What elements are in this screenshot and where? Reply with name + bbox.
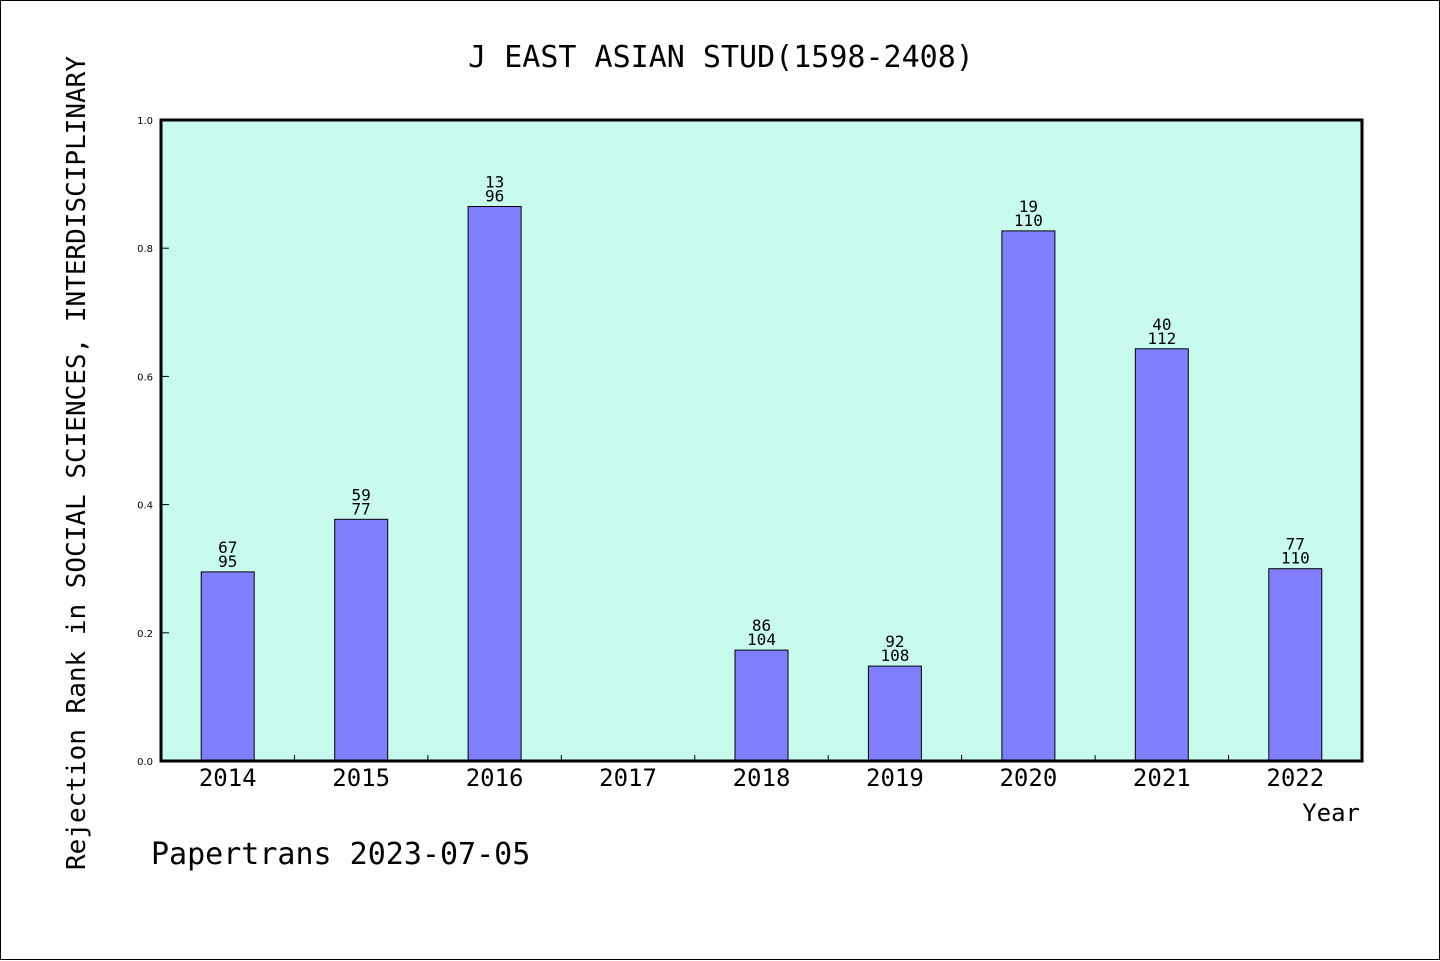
bar-2020 xyxy=(1001,230,1056,762)
bar-2016 xyxy=(467,206,522,762)
bar-total-label: 95 xyxy=(218,552,237,571)
plot-border xyxy=(159,118,1364,763)
bar-group xyxy=(200,206,1323,762)
bar-rank-label: 19 xyxy=(1019,197,1038,216)
bar-total-label: 110 xyxy=(1014,211,1043,230)
y-tick-label: 0.2 xyxy=(137,629,153,640)
bar-rank-label: 40 xyxy=(1152,315,1171,334)
bar-2022 xyxy=(1268,568,1323,762)
x-tick-label: 2014 xyxy=(199,764,257,792)
footer-text: Papertrans 2023-07-05 xyxy=(151,837,530,872)
bar-total-label: 110 xyxy=(1281,549,1310,568)
y-tick-label: 1.0 xyxy=(137,116,153,127)
y-tick-label: 0.6 xyxy=(137,372,153,383)
bar-total-label: 96 xyxy=(485,187,504,206)
x-axis-label: Year xyxy=(1302,799,1360,827)
bar-rank-label: 77 xyxy=(1286,535,1305,554)
y-axis: 0.0 0.2 0.4 0.6 0.8 1.0 xyxy=(137,116,169,768)
x-tick-label: 2018 xyxy=(733,764,791,792)
bar-2019 xyxy=(867,665,922,762)
x-tick-label: 2017 xyxy=(599,764,657,792)
x-tick-label: 2015 xyxy=(332,764,390,792)
y-tick-label: 0.4 xyxy=(137,501,153,512)
bar-2021 xyxy=(1134,348,1189,762)
bar-total-label: 104 xyxy=(747,630,776,649)
x-tick-label: 2022 xyxy=(1266,764,1324,792)
bar-2018 xyxy=(734,649,789,762)
bar-rank-label: 13 xyxy=(485,173,504,192)
bar-total-label: 112 xyxy=(1147,329,1176,348)
x-tick-label: 2021 xyxy=(1133,764,1191,792)
x-tick-label: 2016 xyxy=(466,764,524,792)
bar-rank-label: 67 xyxy=(218,538,237,557)
bar-rank-label: 92 xyxy=(885,632,904,651)
y-tick-label: 0.8 xyxy=(137,244,153,255)
chart-title: J EAST ASIAN STUD(1598-2408) xyxy=(468,40,974,75)
bar-2015 xyxy=(334,518,389,762)
bar-total-label: 77 xyxy=(352,499,371,518)
x-axis: 2014 2015 2016 2017 2018 2019 2020 2021 2022 xyxy=(199,755,1324,792)
y-tick-label: 0.0 xyxy=(137,757,153,768)
bar-rank-label: 86 xyxy=(752,616,771,635)
bar-2014 xyxy=(200,571,255,762)
y-axis-label: Rejection Rank in SOCIAL SCIENCES, INTER… xyxy=(62,56,92,870)
x-tick-label: 2020 xyxy=(999,764,1057,792)
bar-total-label: 108 xyxy=(880,646,909,665)
x-tick-label: 2019 xyxy=(866,764,924,792)
bar-rank-label: 59 xyxy=(352,485,371,504)
